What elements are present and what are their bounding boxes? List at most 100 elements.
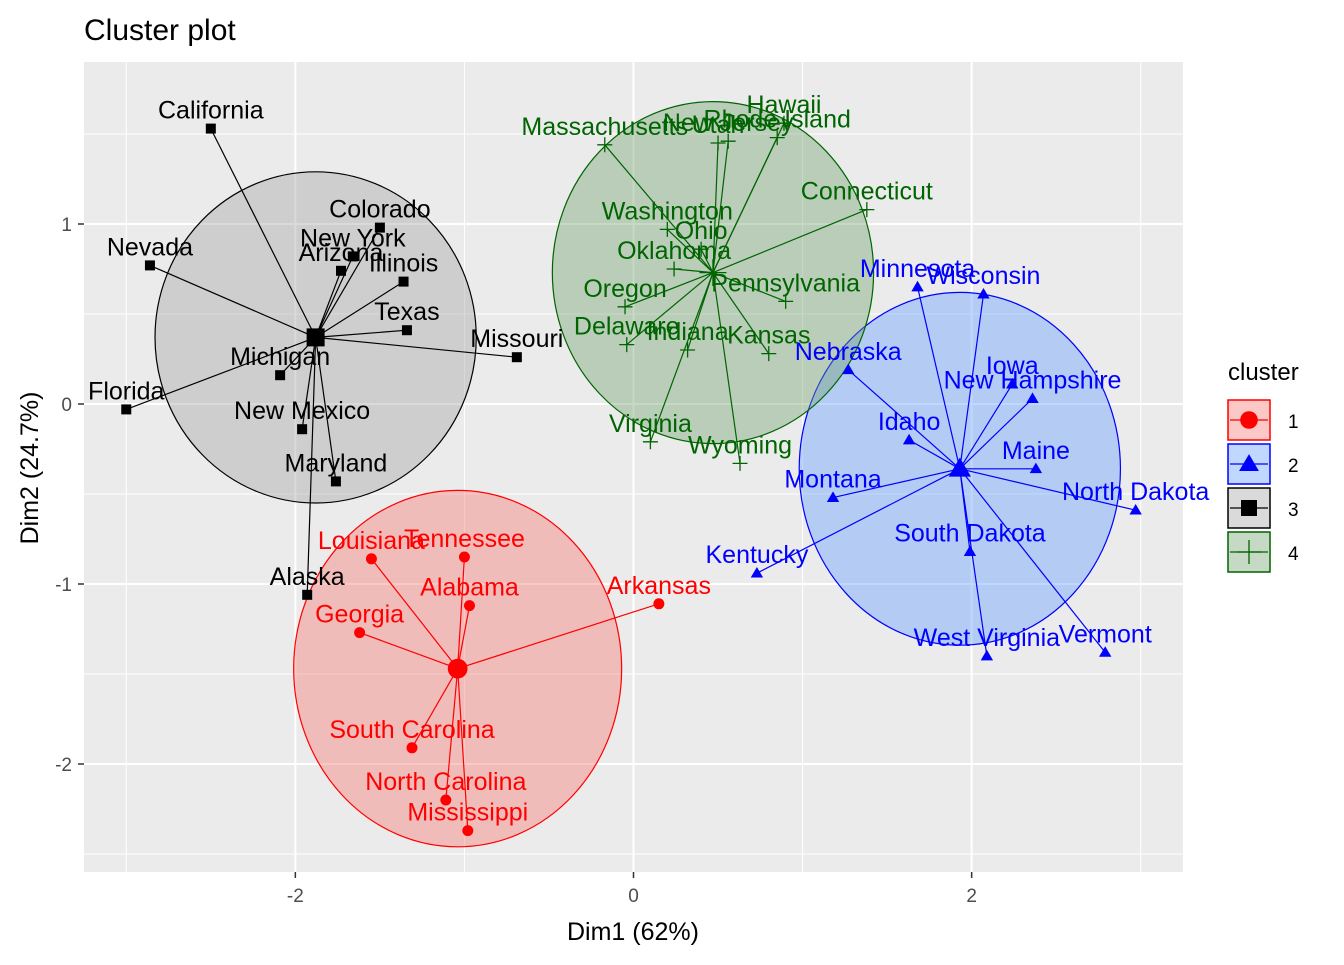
point-label-north-dakota: North Dakota xyxy=(1062,478,1209,506)
point-connecticut xyxy=(859,202,875,218)
point-iowa xyxy=(1006,378,1019,389)
spoke-rhode-island xyxy=(712,137,778,273)
spoke-ohio xyxy=(700,248,714,273)
spoke-texas xyxy=(315,329,407,338)
point-michigan xyxy=(275,370,286,381)
point-label-florida: Florida xyxy=(88,377,165,405)
spoke-illinois xyxy=(315,281,404,338)
point-label-idaho: Idaho xyxy=(878,408,941,436)
spoke-idaho xyxy=(908,439,961,470)
spoke-mississippi xyxy=(457,668,469,831)
point-west-virginia xyxy=(980,649,994,661)
point-label-oklahoma: Oklahoma xyxy=(617,237,731,265)
y-axis-label: Dim2 (24.7%) xyxy=(16,392,44,545)
point-new-hampshire xyxy=(1026,392,1039,403)
spoke-alabama xyxy=(457,605,471,669)
point-utah xyxy=(710,135,726,151)
point-label-rhode-island: Rhode Island xyxy=(704,106,851,134)
point-label-new-mexico: New Mexico xyxy=(234,397,370,425)
point-vermont xyxy=(1099,646,1112,657)
spoke-south-carolina xyxy=(411,668,459,749)
cluster-2-center xyxy=(948,457,971,477)
spoke-delaware xyxy=(626,272,714,346)
point-label-louisiana: Louisiana xyxy=(318,527,425,555)
point-label-delaware: Delaware xyxy=(574,313,680,341)
point-alaska xyxy=(302,589,313,600)
y-tick-label: 1 xyxy=(61,215,72,236)
point-south-carolina xyxy=(406,742,418,754)
point-label-california: California xyxy=(158,97,264,125)
legend-key-marker-2 xyxy=(1239,454,1259,471)
point-label-new-york: New York xyxy=(300,224,406,252)
point-label-arizona: Arizona xyxy=(299,239,384,267)
spoke-missouri xyxy=(315,336,517,358)
chart-title: Cluster plot xyxy=(84,14,236,47)
point-label-alaska: Alaska xyxy=(270,563,345,591)
point-arizona xyxy=(335,265,346,276)
spoke-maryland xyxy=(315,337,337,482)
spoke-north-carolina xyxy=(445,668,459,801)
legend-key-marker-3 xyxy=(1241,500,1257,516)
point-label-wyoming: Wyoming xyxy=(688,431,792,459)
spoke-alaska xyxy=(306,337,317,595)
point-label-maryland: Maryland xyxy=(285,449,388,477)
spoke-west-virginia xyxy=(959,468,988,657)
point-colorado xyxy=(374,222,385,233)
point-kansas xyxy=(761,346,777,362)
point-nevada xyxy=(144,260,155,271)
point-montana xyxy=(826,491,840,502)
point-label-nevada: Nevada xyxy=(107,233,193,261)
point-label-south-carolina: South Carolina xyxy=(329,716,494,744)
point-markers xyxy=(121,115,1142,837)
spoke-utah xyxy=(712,142,719,273)
point-label-vermont: Vermont xyxy=(1059,620,1152,648)
point-new-mexico xyxy=(297,424,308,435)
point-label-nebraska: Nebraska xyxy=(795,338,902,366)
spoke-nevada xyxy=(149,264,316,338)
point-label-wisconsin: Wisconsin xyxy=(927,262,1041,290)
point-missouri xyxy=(511,352,522,363)
point-delaware xyxy=(619,337,635,353)
spoke-iowa xyxy=(959,383,1013,470)
point-label-oregon: Oregon xyxy=(583,275,666,303)
point-maine xyxy=(1029,462,1043,474)
spoke-minnesota xyxy=(916,286,961,469)
point-illinois xyxy=(398,276,409,287)
point-label-kansas: Kansas xyxy=(727,322,810,350)
point-washington xyxy=(659,221,675,237)
x-tick-label: 2 xyxy=(966,886,977,907)
point-arkansas xyxy=(653,598,665,610)
cluster-1-center xyxy=(447,658,468,679)
legend-label-3: 3 xyxy=(1288,500,1299,521)
point-tennessee xyxy=(458,551,470,563)
point-maryland xyxy=(330,476,341,487)
point-wyoming xyxy=(732,455,748,471)
point-hawaii xyxy=(776,115,792,131)
spoke-oregon xyxy=(624,272,714,308)
point-georgia xyxy=(354,627,366,639)
legend-key-marker-4 xyxy=(1237,540,1261,564)
x-axis-ticks: -2 0 2 xyxy=(287,872,977,907)
spoke-california xyxy=(210,128,317,338)
spoke-louisiana xyxy=(370,558,459,669)
point-label-tennessee: Tennessee xyxy=(404,525,525,553)
point-alabama xyxy=(463,600,475,612)
spoke-kentucky xyxy=(756,468,961,574)
point-north-carolina xyxy=(440,794,452,806)
spoke-tennessee xyxy=(457,556,466,669)
point-label-illinois: Illinois xyxy=(369,250,438,278)
spoke-arizona xyxy=(315,270,342,338)
point-label-south-dakota: South Dakota xyxy=(894,520,1046,548)
point-kentucky xyxy=(750,567,764,578)
legend-label-1: 1 xyxy=(1288,412,1299,433)
point-label-maine: Maine xyxy=(1002,437,1070,465)
point-idaho xyxy=(902,433,916,445)
point-label-iowa: Iowa xyxy=(986,352,1039,380)
x-axis-label: Dim1 (62%) xyxy=(567,918,699,946)
spoke-massachusetts xyxy=(604,144,714,273)
point-label-texas: Texas xyxy=(374,298,439,326)
point-label-virginia: Virginia xyxy=(609,410,692,438)
